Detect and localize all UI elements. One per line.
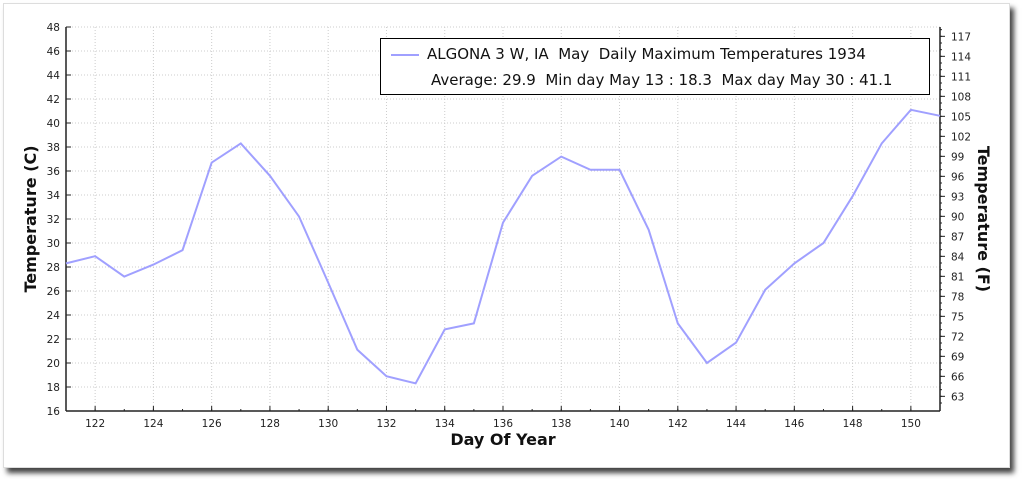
x-tick-label: 134 xyxy=(435,418,455,430)
x-tick-label: 140 xyxy=(610,418,630,430)
y-tick-label: 24 xyxy=(47,310,61,322)
x-tick-label: 124 xyxy=(143,418,163,430)
y-right-tick-label: 96 xyxy=(951,171,965,183)
y-tick-label: 18 xyxy=(47,382,60,394)
x-tick-label: 132 xyxy=(376,418,396,430)
y-right-tick-label: 105 xyxy=(951,111,971,123)
y-tick-label: 30 xyxy=(47,238,60,250)
legend-title: ALGONA 3 W, IA May Daily Maximum Tempera… xyxy=(427,45,866,63)
x-tick-label: 150 xyxy=(901,418,921,430)
x-tick-label: 128 xyxy=(260,418,280,430)
y-right-tick-label: 87 xyxy=(951,231,964,243)
y-right-tick-label: 66 xyxy=(951,371,965,383)
y-right-tick-label: 108 xyxy=(951,91,971,103)
y-right-tick-label: 99 xyxy=(951,151,964,163)
y-tick-label: 22 xyxy=(47,334,60,346)
y-right-tick-label: 114 xyxy=(951,51,971,63)
y-tick-label: 38 xyxy=(47,142,60,154)
x-tick-label: 126 xyxy=(202,418,222,430)
y-right-tick-label: 90 xyxy=(951,211,964,223)
y-tick-label: 42 xyxy=(47,94,60,106)
legend-swatch xyxy=(391,53,419,56)
x-axis-label: Day Of Year xyxy=(450,430,555,449)
x-tick-label: 138 xyxy=(551,418,571,430)
y-axis-label: Temperature (C) xyxy=(21,145,40,292)
y-tick-label: 48 xyxy=(47,22,60,34)
y-right-tick-label: 72 xyxy=(951,331,964,343)
y-tick-label: 16 xyxy=(47,406,61,418)
y-tick-label: 28 xyxy=(47,262,60,274)
y-right-tick-label: 84 xyxy=(951,251,965,263)
y-tick-label: 26 xyxy=(47,286,61,298)
y-tick-label: 46 xyxy=(47,46,61,58)
y-right-tick-label: 93 xyxy=(951,191,964,203)
y-right-tick-label: 63 xyxy=(951,391,964,403)
y-right-tick-label: 111 xyxy=(951,71,971,83)
y-tick-label: 34 xyxy=(47,190,61,202)
y-right-tick-label: 78 xyxy=(951,291,964,303)
x-tick-label: 144 xyxy=(726,418,746,430)
y-right-tick-label: 69 xyxy=(951,351,964,363)
x-tick-label: 136 xyxy=(493,418,513,430)
y-right-tick-label: 117 xyxy=(951,31,971,43)
y-tick-label: 20 xyxy=(47,358,60,370)
legend: ALGONA 3 W, IA May Daily Maximum Tempera… xyxy=(380,38,930,95)
x-tick-label: 122 xyxy=(85,418,105,430)
y-tick-label: 32 xyxy=(47,214,60,226)
y-axis-right-label: Temperature (F) xyxy=(974,146,993,292)
x-tick-label: 130 xyxy=(318,418,338,430)
legend-subtitle: Average: 29.9 Min day May 13 : 18.3 Max … xyxy=(431,71,893,89)
y-tick-label: 40 xyxy=(47,118,60,130)
x-tick-label: 146 xyxy=(784,418,804,430)
y-right-tick-label: 81 xyxy=(951,271,964,283)
y-right-tick-label: 75 xyxy=(951,311,964,323)
y-right-tick-label: 102 xyxy=(951,131,971,143)
x-tick-label: 148 xyxy=(843,418,863,430)
y-tick-label: 44 xyxy=(47,70,61,82)
y-tick-label: 36 xyxy=(47,166,61,178)
x-tick-label: 142 xyxy=(668,418,688,430)
